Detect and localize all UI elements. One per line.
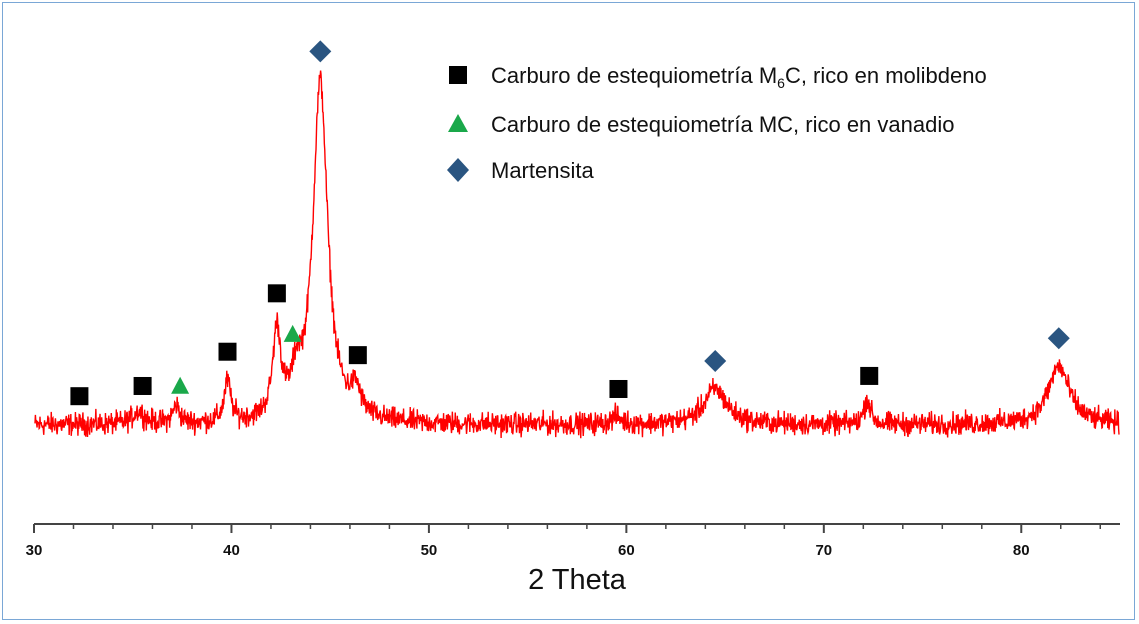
peak-marker-diamond: [704, 349, 727, 372]
legend-item-martensita: Martensita: [447, 158, 594, 183]
peak-marker-square: [218, 342, 237, 361]
legend-item-m6c: Carburo de estequiometría M6C, rico en m…: [449, 63, 987, 91]
peak-marker-square: [860, 366, 879, 385]
legend-triangle-icon: [448, 114, 468, 132]
legend-diamond-icon: [447, 158, 469, 182]
peak-marker-diamond: [309, 40, 332, 63]
x-tick-label: 70: [815, 542, 832, 559]
x-tick-label: 30: [26, 542, 43, 559]
legend-square-icon: [449, 66, 467, 84]
peak-marker-square: [133, 376, 152, 395]
legend-label-m6c-suffix: C, rico en molibdeno: [785, 63, 987, 88]
peak-marker-triangle: [283, 324, 302, 342]
legend-label-m6c-prefix: Carburo de estequiometría M: [491, 63, 777, 88]
peak-marker-layer: [70, 40, 1070, 406]
legend-label-mc: Carburo de estequiometría MC, rico en va…: [491, 112, 954, 137]
legend-label-m6c-subscript: 6: [777, 75, 785, 91]
peak-marker-square: [348, 346, 367, 365]
x-tick-label: 80: [1013, 542, 1030, 559]
peak-marker-square: [70, 387, 89, 406]
peak-marker-diamond: [1047, 327, 1070, 350]
x-tick-label: 50: [421, 542, 438, 559]
x-tick-label: 40: [223, 542, 240, 559]
peak-marker-square: [267, 284, 286, 303]
xrd-series-line: [34, 70, 1120, 439]
x-axis-ticks: 30 40 50 60 70 80: [26, 524, 1102, 559]
peak-marker-triangle: [171, 376, 190, 394]
x-axis-label: 2 Theta: [528, 564, 627, 596]
x-axis: 30 40 50 60 70 80 2 Theta: [26, 523, 1120, 596]
series-layer: [34, 70, 1120, 439]
x-tick-label: 60: [618, 542, 635, 559]
legend: Carburo de estequiometría M6C, rico en m…: [447, 63, 987, 183]
peak-marker-square: [609, 379, 628, 398]
legend-item-mc: Carburo de estequiometría MC, rico en va…: [448, 112, 954, 137]
legend-label-martensita: Martensita: [491, 158, 594, 183]
legend-label-m6c: Carburo de estequiometría M6C, rico en m…: [491, 63, 987, 91]
